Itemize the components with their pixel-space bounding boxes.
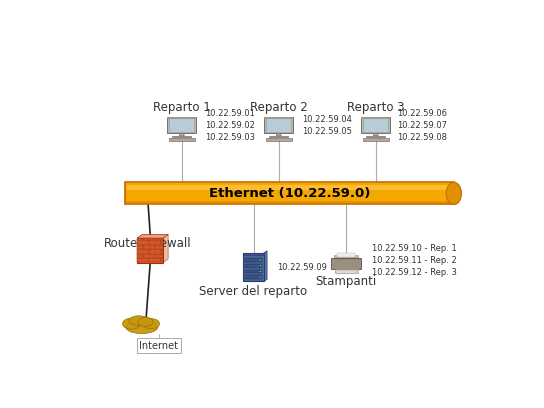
FancyBboxPatch shape — [138, 249, 149, 253]
Ellipse shape — [143, 319, 159, 329]
Ellipse shape — [138, 317, 153, 326]
FancyBboxPatch shape — [168, 117, 196, 119]
Circle shape — [259, 277, 261, 278]
FancyBboxPatch shape — [125, 185, 454, 190]
Circle shape — [259, 271, 261, 272]
Ellipse shape — [126, 320, 158, 334]
Polygon shape — [373, 133, 378, 136]
Ellipse shape — [122, 318, 140, 329]
FancyBboxPatch shape — [363, 138, 389, 141]
Circle shape — [259, 265, 261, 266]
FancyBboxPatch shape — [137, 254, 143, 258]
FancyBboxPatch shape — [161, 240, 163, 245]
FancyBboxPatch shape — [155, 254, 163, 258]
FancyBboxPatch shape — [138, 258, 149, 262]
FancyBboxPatch shape — [361, 117, 390, 119]
FancyBboxPatch shape — [336, 271, 356, 273]
FancyBboxPatch shape — [172, 136, 191, 137]
FancyBboxPatch shape — [266, 138, 292, 141]
FancyBboxPatch shape — [245, 258, 262, 262]
FancyBboxPatch shape — [149, 258, 160, 262]
FancyBboxPatch shape — [245, 275, 262, 279]
FancyBboxPatch shape — [366, 136, 385, 137]
Polygon shape — [137, 235, 168, 238]
FancyBboxPatch shape — [155, 245, 163, 249]
FancyBboxPatch shape — [149, 240, 160, 245]
Text: 10.22.59.06
10.22.59.07
10.22.59.08: 10.22.59.06 10.22.59.07 10.22.59.08 — [397, 109, 447, 142]
Polygon shape — [163, 235, 168, 263]
Ellipse shape — [446, 182, 461, 204]
Text: Reparto 2: Reparto 2 — [250, 102, 308, 115]
FancyBboxPatch shape — [169, 118, 194, 132]
Text: Server del reparto: Server del reparto — [200, 285, 307, 298]
FancyBboxPatch shape — [143, 238, 154, 240]
FancyBboxPatch shape — [269, 136, 288, 137]
FancyBboxPatch shape — [137, 238, 143, 240]
FancyBboxPatch shape — [168, 117, 196, 133]
Text: Internet: Internet — [139, 341, 178, 351]
Ellipse shape — [129, 316, 149, 325]
FancyBboxPatch shape — [334, 255, 358, 257]
FancyBboxPatch shape — [243, 253, 264, 255]
Text: 10.22.59.01
10.22.59.02
10.22.59.03: 10.22.59.01 10.22.59.02 10.22.59.03 — [205, 109, 255, 142]
FancyBboxPatch shape — [361, 117, 390, 133]
FancyBboxPatch shape — [125, 200, 454, 204]
FancyBboxPatch shape — [155, 238, 163, 240]
Text: Stampanti: Stampanti — [316, 275, 377, 288]
Ellipse shape — [446, 182, 461, 204]
FancyBboxPatch shape — [245, 270, 262, 273]
FancyBboxPatch shape — [137, 245, 143, 249]
Text: Reparto 3: Reparto 3 — [347, 102, 405, 115]
Polygon shape — [276, 133, 281, 136]
Text: Reparto 1: Reparto 1 — [153, 102, 211, 115]
Polygon shape — [180, 133, 184, 136]
Text: 10.22.59.04
10.22.59.05: 10.22.59.04 10.22.59.05 — [302, 115, 352, 136]
FancyBboxPatch shape — [335, 269, 357, 273]
FancyBboxPatch shape — [137, 238, 163, 263]
FancyBboxPatch shape — [161, 249, 163, 253]
FancyBboxPatch shape — [245, 264, 262, 268]
Text: Ethernet (10.22.59.0): Ethernet (10.22.59.0) — [209, 187, 370, 200]
FancyBboxPatch shape — [138, 240, 149, 245]
Circle shape — [259, 259, 261, 261]
Text: 10.22.59.09: 10.22.59.09 — [277, 263, 326, 272]
FancyBboxPatch shape — [264, 117, 293, 119]
FancyBboxPatch shape — [149, 249, 160, 253]
FancyBboxPatch shape — [243, 253, 264, 282]
FancyBboxPatch shape — [143, 245, 154, 249]
FancyBboxPatch shape — [161, 258, 163, 262]
FancyBboxPatch shape — [264, 117, 293, 133]
FancyBboxPatch shape — [363, 118, 388, 132]
Text: Router-Firewall: Router-Firewall — [104, 237, 191, 250]
FancyBboxPatch shape — [331, 257, 361, 269]
FancyBboxPatch shape — [143, 254, 154, 258]
FancyBboxPatch shape — [125, 182, 454, 204]
Text: 10.22.59.10 - Rep. 1
10.22.59.11 - Rep. 2
10.22.59.12 - Rep. 3: 10.22.59.10 - Rep. 1 10.22.59.11 - Rep. … — [372, 244, 456, 277]
FancyBboxPatch shape — [267, 118, 291, 132]
FancyBboxPatch shape — [337, 253, 355, 257]
Polygon shape — [264, 251, 267, 282]
FancyBboxPatch shape — [169, 138, 195, 141]
